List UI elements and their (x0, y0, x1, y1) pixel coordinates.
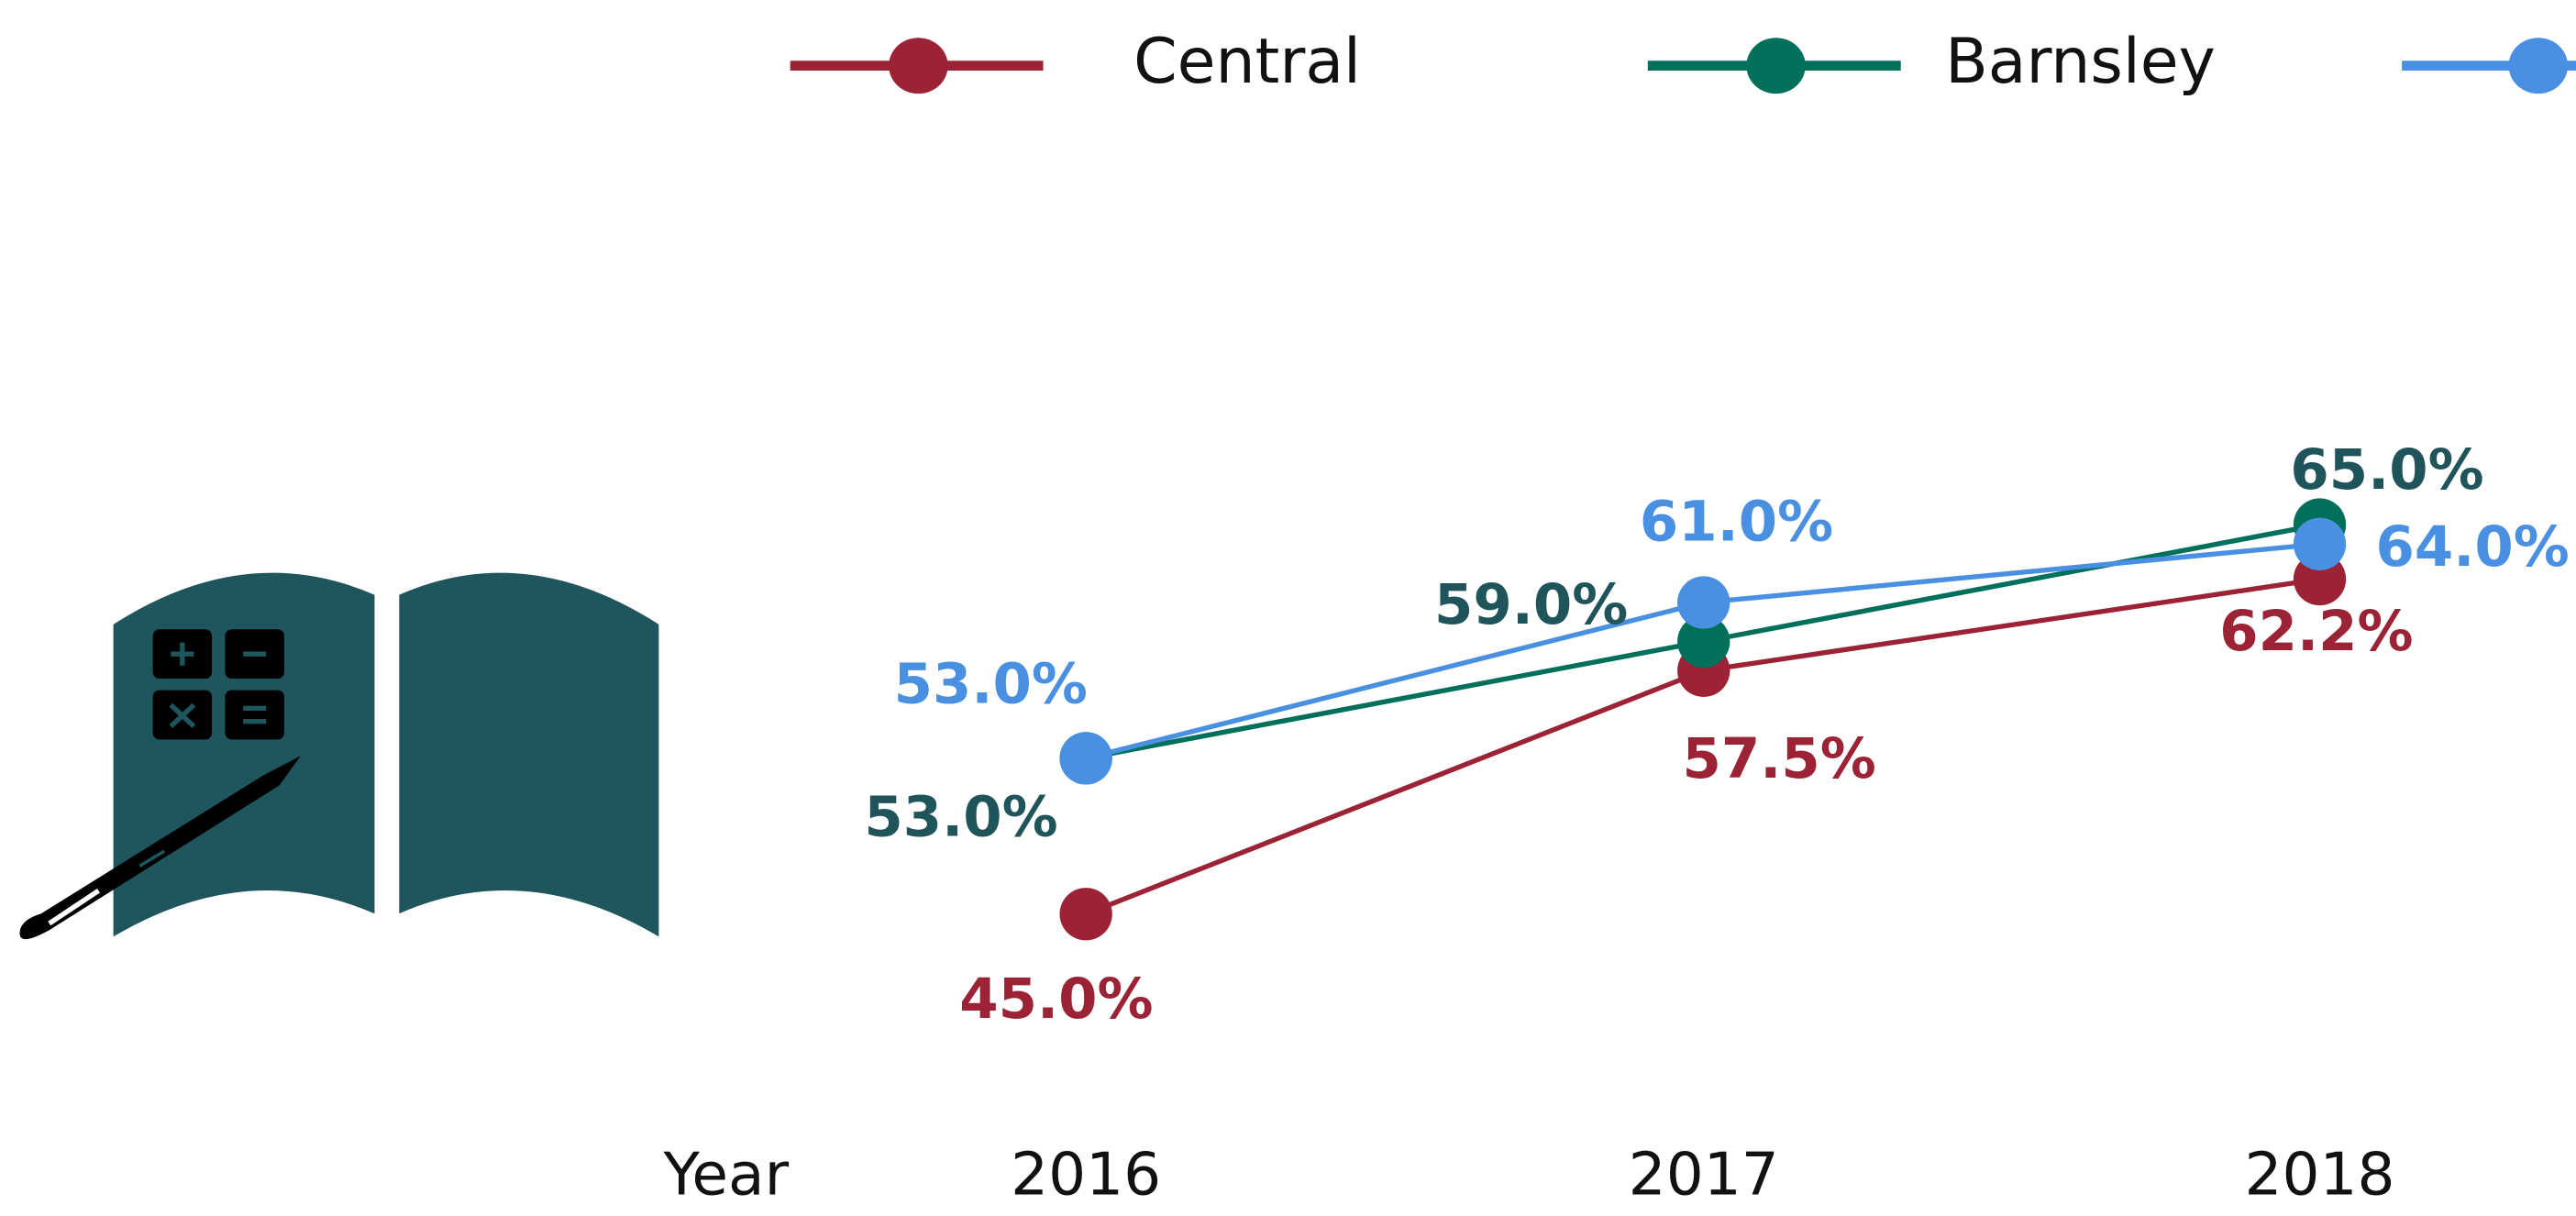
legend-label: Barnsley (1945, 26, 2216, 98)
data-label: 62.2% (2219, 599, 2413, 664)
data-label: 59.0% (1434, 572, 1628, 637)
data-label: 65.0% (2290, 437, 2483, 503)
x-tick-label: 2016 (1011, 1140, 1161, 1209)
legend-marker (889, 38, 948, 94)
data-label: 53.0% (894, 651, 1088, 716)
point (1059, 732, 1112, 785)
book-icon (19, 572, 659, 940)
x-tick-label: 2017 (1629, 1140, 1779, 1209)
point (1677, 576, 1730, 629)
data-label: 64.0% (2375, 514, 2569, 580)
point (1677, 614, 1730, 669)
data-label: 53.0% (864, 785, 1057, 850)
point (2293, 517, 2347, 570)
x-tick-label: 2018 (2244, 1140, 2394, 1209)
data-label: 57.5% (1683, 726, 1876, 791)
legend-marker (1746, 38, 1806, 94)
data-label: 61.0% (1640, 489, 1833, 554)
x-axis-label: Year (663, 1140, 790, 1209)
legend-label: Central (1133, 26, 1361, 98)
point (1059, 888, 1112, 941)
legend-marker (2508, 38, 2569, 94)
data-label: 45.0% (959, 967, 1153, 1032)
